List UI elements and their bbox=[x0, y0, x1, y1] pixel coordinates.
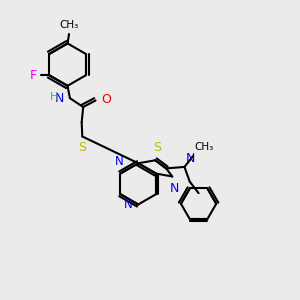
Text: N: N bbox=[186, 152, 195, 165]
Text: CH₃: CH₃ bbox=[195, 142, 214, 152]
Text: S: S bbox=[153, 141, 161, 154]
Text: N: N bbox=[124, 198, 133, 211]
Text: F: F bbox=[29, 69, 37, 82]
Text: N: N bbox=[170, 182, 179, 195]
Text: N: N bbox=[55, 92, 64, 105]
Text: O: O bbox=[101, 93, 111, 106]
Text: N: N bbox=[115, 155, 123, 168]
Text: CH₃: CH₃ bbox=[59, 20, 79, 30]
Text: H: H bbox=[50, 92, 59, 102]
Text: S: S bbox=[78, 141, 86, 154]
